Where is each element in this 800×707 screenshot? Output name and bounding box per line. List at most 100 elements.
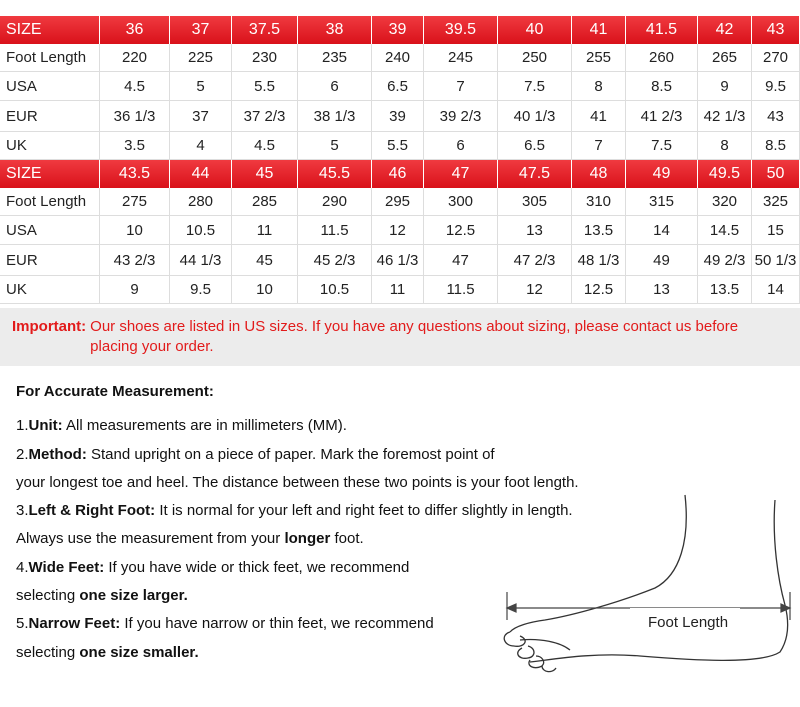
table-cell: 14 [752, 276, 800, 304]
table-cell: EUR [0, 101, 100, 132]
instruction-text: your longest toe and heel. The distance … [16, 473, 579, 491]
table-cell: 48 1/3 [572, 245, 626, 276]
table-cell: 7.5 [626, 132, 698, 160]
instruction-text: 2. [16, 445, 29, 463]
table-cell: 4 [170, 132, 232, 160]
table-cell: 49 [626, 245, 698, 276]
table-cell: 275 [100, 188, 170, 216]
instruction-line: Always use the measurement from your lon… [16, 525, 579, 553]
table-cell: 220 [100, 44, 170, 72]
table-cell: 11.5 [424, 276, 498, 304]
instruction-text: It is normal for your left and right fee… [155, 502, 573, 520]
important-note: Important: Our shoes are listed in US si… [0, 308, 800, 366]
instruction-line: 1.Unit: All measurements are in millimet… [16, 412, 579, 440]
table-cell: 14.5 [698, 216, 752, 245]
table-cell: 12.5 [424, 216, 498, 245]
instruction-text: 4. [16, 558, 29, 576]
header-cell: 50 [752, 160, 800, 188]
table-cell: 245 [424, 44, 498, 72]
table-cell: UK [0, 132, 100, 160]
table-cell: 41 [572, 101, 626, 132]
header-cell: 43.5 [100, 160, 170, 188]
table-cell: 15 [752, 216, 800, 245]
table-cell: 7 [572, 132, 626, 160]
header-cell: 36 [100, 16, 170, 44]
instruction-text: 1. [16, 417, 29, 435]
table-cell: 44 1/3 [170, 245, 232, 276]
header-cell: 37.5 [232, 16, 298, 44]
table-cell: 45 [232, 245, 298, 276]
header-cell: 48 [572, 160, 626, 188]
table-cell: 235 [298, 44, 372, 72]
header-cell: 39.5 [424, 16, 498, 44]
instruction-line: selecting one size larger. [16, 582, 579, 610]
table-cell: UK [0, 276, 100, 304]
table-cell: 6 [424, 132, 498, 160]
instruction-line: 5.Narrow Feet: If you have narrow or thi… [16, 610, 579, 638]
table-cell: 39 2/3 [424, 101, 498, 132]
table-cell: 8.5 [752, 132, 800, 160]
table-cell: 11.5 [298, 216, 372, 245]
table-cell: 13.5 [572, 216, 626, 245]
instruction-text: selecting [16, 643, 80, 661]
table-cell: 8 [572, 72, 626, 101]
table-cell: 290 [298, 188, 372, 216]
table-cell: 43 2/3 [100, 245, 170, 276]
table-cell: 270 [752, 44, 800, 72]
table-cell: 47 2/3 [498, 245, 572, 276]
table-cell: 37 [170, 101, 232, 132]
header-cell: 43 [752, 16, 800, 44]
table-cell: 14 [626, 216, 698, 245]
table-cell: 37 2/3 [232, 101, 298, 132]
header-cell: 39 [372, 16, 424, 44]
table-cell: 11 [372, 276, 424, 304]
table-cell: 5.5 [232, 72, 298, 101]
header-cell: 45 [232, 160, 298, 188]
table-cell: 42 1/3 [698, 101, 752, 132]
instruction-text: foot. [330, 530, 364, 548]
table-cell: Foot Length [0, 188, 100, 216]
table-cell: 39 [372, 101, 424, 132]
table-cell: 12 [372, 216, 424, 245]
table-cell: 13 [498, 216, 572, 245]
table-cell: 250 [498, 44, 572, 72]
table-cell: 12 [498, 276, 572, 304]
table-cell: 3.5 [100, 132, 170, 160]
header-cell: 47.5 [498, 160, 572, 188]
table-cell: USA [0, 72, 100, 101]
header-cell: 49.5 [698, 160, 752, 188]
table-cell: 13 [626, 276, 698, 304]
table-cell: 46 1/3 [372, 245, 424, 276]
instruction-line: selecting one size smaller. [16, 639, 579, 667]
table-cell: 285 [232, 188, 298, 216]
table-cell: 13.5 [698, 276, 752, 304]
instruction-line: your longest toe and heel. The distance … [16, 469, 579, 497]
header-cell: SIZE [0, 160, 100, 188]
table-cell: 41 2/3 [626, 101, 698, 132]
instruction-text: If you have narrow or thin feet, we reco… [120, 615, 434, 633]
foot-illustration: Foot Length [503, 494, 792, 673]
instruction-text: 5. [16, 615, 29, 633]
instruction-text: Narrow Feet: [28, 615, 121, 633]
table-cell: 6.5 [372, 72, 424, 101]
header-cell: 38 [298, 16, 372, 44]
table-cell: 47 [424, 245, 498, 276]
header-cell: 40 [498, 16, 572, 44]
instruction-text: All measurements are in millimeters (MM)… [62, 417, 347, 435]
instruction-text: Stand upright on a piece of paper. Mark … [86, 445, 495, 463]
header-cell: 42 [698, 16, 752, 44]
table-cell: 6.5 [498, 132, 572, 160]
instruction-text: 3. [16, 502, 29, 520]
instruction-text: selecting [16, 587, 80, 605]
table-cell: 5 [170, 72, 232, 101]
header-cell: 47 [424, 160, 498, 188]
header-cell: 45.5 [298, 160, 372, 188]
table-cell: 300 [424, 188, 498, 216]
instruction-line: 4.Wide Feet: If you have wide or thick f… [16, 554, 579, 582]
instruction-text: one size larger. [79, 587, 188, 605]
table-cell: 305 [498, 188, 572, 216]
table-cell: 7.5 [498, 72, 572, 101]
instruction-text: Always use the measurement from your [16, 530, 285, 548]
table-cell: 310 [572, 188, 626, 216]
